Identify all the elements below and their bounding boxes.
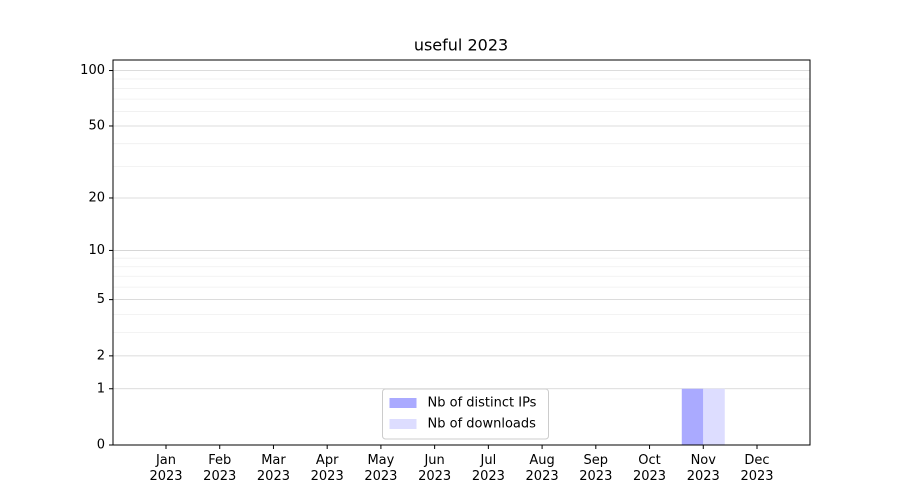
y-tick-label: 1 xyxy=(97,381,105,396)
x-tick-label: Jan 2023 xyxy=(149,453,183,484)
legend-label: Nb of distinct IPs xyxy=(428,396,537,411)
chart-title: useful 2023 xyxy=(414,36,508,55)
legend-box xyxy=(382,388,549,440)
x-tick-label: May 2023 xyxy=(364,453,398,484)
x-tick-label: Sep 2023 xyxy=(579,453,613,484)
y-tick-label: 0 xyxy=(97,438,105,453)
legend-swatch xyxy=(389,398,417,408)
y-tick-label: 10 xyxy=(88,243,105,258)
legend-label: Nb of downloads xyxy=(428,417,537,432)
x-tick-label: Apr 2023 xyxy=(310,453,344,484)
y-tick-label: 100 xyxy=(80,63,105,78)
y-tick-label: 50 xyxy=(88,118,105,133)
x-tick-label: Nov 2023 xyxy=(686,453,720,484)
x-tick-label: Aug 2023 xyxy=(525,453,559,484)
x-tick-label: Oct 2023 xyxy=(632,453,667,484)
x-tick-label: Jul 2023 xyxy=(471,453,505,484)
plot-frame xyxy=(112,59,811,446)
bar xyxy=(681,388,704,445)
x-tick-label: Jun 2023 xyxy=(418,453,452,484)
y-tick-label: 20 xyxy=(88,190,105,205)
x-tick-label: Mar 2023 xyxy=(256,453,290,484)
legend-swatch xyxy=(389,419,417,429)
x-tick-label: Feb 2023 xyxy=(203,453,237,484)
bar xyxy=(703,388,725,445)
y-tick-label: 5 xyxy=(97,292,105,307)
y-tick-label: 2 xyxy=(97,348,105,363)
x-tick-label: Dec 2023 xyxy=(740,453,774,484)
